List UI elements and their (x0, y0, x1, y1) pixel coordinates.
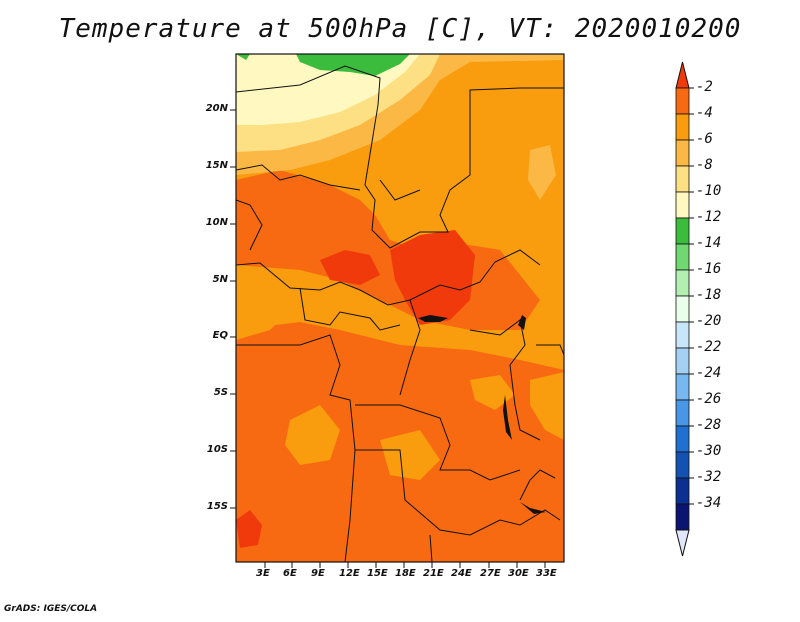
lat-label: EQ (212, 330, 228, 341)
lon-label: 18E (395, 568, 416, 579)
colorbar-label: -20 (696, 313, 722, 329)
lon-label: 27E (480, 568, 501, 579)
chart-title: Temperature at 500hPa [C], VT: 202001020… (58, 14, 742, 44)
colorbar (675, 61, 694, 557)
colorbar-box (675, 399, 690, 427)
colorbar-label: -16 (696, 261, 722, 277)
field-south-patch-2 (380, 430, 440, 480)
colorbar-top-arrow (675, 61, 690, 89)
colorbar-label: -8 (696, 157, 713, 173)
lon-label: 3E (256, 568, 270, 579)
colorbar-label: -22 (696, 339, 722, 355)
field-gulf-patch (236, 265, 300, 340)
colorbar-label: -14 (696, 235, 722, 251)
colorbar-box (675, 503, 690, 531)
colorbar-box (675, 113, 690, 141)
colorbar-label: -10 (696, 183, 722, 199)
lon-label: 12E (339, 568, 360, 579)
colorbar-bottom-arrow (675, 529, 690, 557)
colorbar-box (675, 139, 690, 167)
lat-label: 20N (205, 103, 228, 114)
field-hot-sw (236, 510, 262, 548)
colorbar-box (675, 243, 690, 271)
lat-label: 10N (205, 217, 228, 228)
colorbar-label: -2 (696, 79, 713, 95)
field-ne-cool-patch (528, 145, 556, 200)
lakes (418, 315, 546, 514)
colorbar-box (675, 347, 690, 375)
colorbar-box (675, 217, 690, 245)
field-nw-green (236, 54, 250, 60)
colorbar-label: -6 (696, 131, 713, 147)
colorbar-box (675, 87, 690, 115)
field-hot-core (390, 230, 475, 325)
lon-label: 33E (536, 568, 557, 579)
colorbar-box (675, 451, 690, 479)
lat-label: 10S (206, 444, 228, 455)
field-hot-west (320, 250, 380, 285)
lat-label: 5S (213, 387, 228, 398)
colorbar-box (675, 477, 690, 505)
lon-label: 21E (423, 568, 444, 579)
field-east-patch (530, 372, 564, 440)
field-south-patch-1 (285, 405, 340, 465)
field-south-patch-3 (470, 375, 515, 410)
colorbar-label: -34 (696, 495, 722, 511)
colorbar-label: -12 (696, 209, 722, 225)
colorbar-label: -4 (696, 105, 713, 121)
field-north-green (296, 54, 410, 76)
colorbar-label: -30 (696, 443, 722, 459)
credit-text: GrADS: IGES/COLA (4, 604, 98, 614)
colorbar-label: -18 (696, 287, 722, 303)
colorbar-box (675, 295, 690, 323)
temperature-field (236, 54, 564, 562)
lon-label: 24E (451, 568, 472, 579)
colorbar-box (675, 321, 690, 349)
colorbar-label: -24 (696, 365, 722, 381)
lon-label: 30E (508, 568, 529, 579)
lon-label: 9E (311, 568, 325, 579)
lon-label: 6E (283, 568, 297, 579)
colorbar-box (675, 165, 690, 193)
colorbar-label: -28 (696, 417, 722, 433)
map-frame (235, 53, 565, 563)
colorbar-label: -32 (696, 469, 722, 485)
lon-label: 15E (367, 568, 388, 579)
colorbar-box (675, 269, 690, 297)
lat-label: 5N (212, 274, 228, 285)
colorbar-label: -26 (696, 391, 722, 407)
colorbar-box (675, 191, 690, 219)
lat-label: 15S (206, 501, 228, 512)
country-borders (236, 65, 564, 562)
colorbar-box (675, 373, 690, 401)
lat-label: 15N (205, 160, 228, 171)
axis-ticks (230, 109, 546, 568)
colorbar-box (675, 425, 690, 453)
